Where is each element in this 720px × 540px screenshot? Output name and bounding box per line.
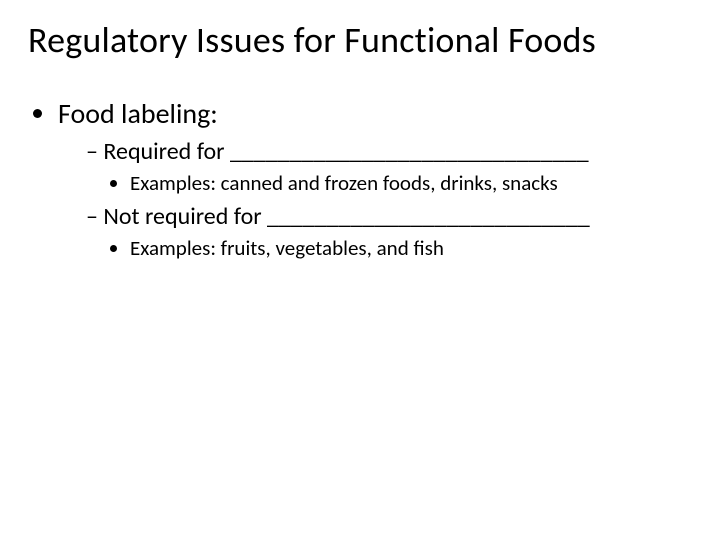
bullet-required: Required for ___________________________…	[86, 137, 692, 196]
bullet-not-required-text: Not required for _______________________…	[103, 202, 589, 231]
bullet-list-level3-required: Examples: canned and frozen foods, drink…	[86, 170, 692, 196]
bullet-required-example: Examples: canned and frozen foods, drink…	[130, 170, 692, 196]
bullet-food-labeling-text: Food labeling:	[58, 96, 218, 131]
bullet-not-required-example: Examples: fruits, vegetables, and fish	[130, 235, 692, 261]
bullet-list-level3-not-required: Examples: fruits, vegetables, and fish	[86, 235, 692, 261]
bullet-required-text: Required for ___________________________…	[103, 137, 588, 166]
slide: Regulatory Issues for Functional Foods F…	[0, 0, 720, 540]
bullet-food-labeling: Food labeling: Required for ____________…	[58, 96, 692, 261]
bullet-list-level1: Food labeling: Required for ____________…	[28, 96, 692, 261]
slide-title: Regulatory Issues for Functional Foods	[28, 18, 692, 62]
bullet-not-required: Not required for _______________________…	[86, 202, 692, 261]
bullet-list-level2: Required for ___________________________…	[58, 137, 692, 261]
